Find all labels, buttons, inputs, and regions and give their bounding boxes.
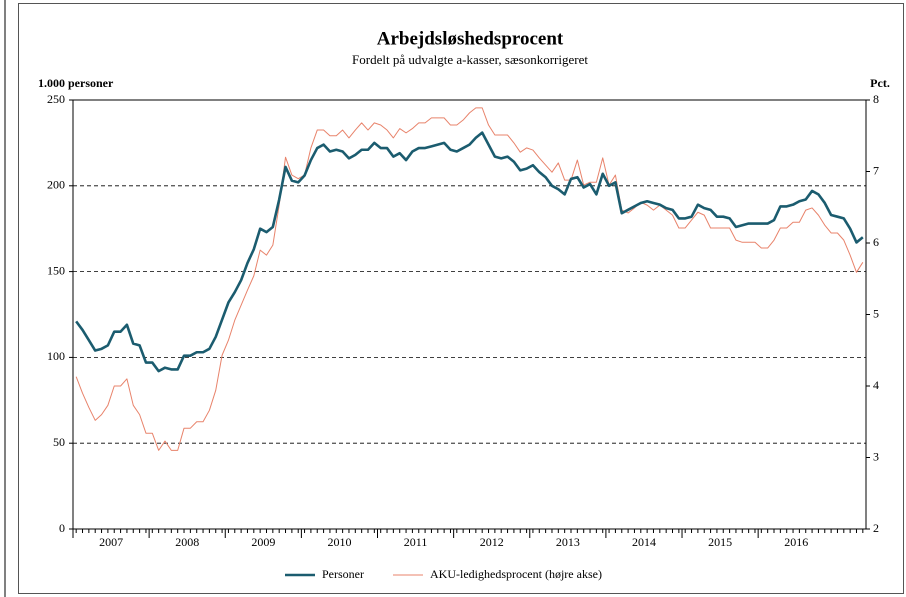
plot-frame [72, 99, 867, 530]
y-tick-label: 200 [47, 178, 65, 192]
x-tick-label: 2007 [99, 535, 123, 549]
x-tick-label: 2014 [632, 535, 656, 549]
x-tick-label: 2009 [251, 535, 275, 549]
series-line [75, 107, 864, 451]
legend-label: Personer [322, 567, 364, 581]
y2-tick-label: 7 [873, 163, 879, 177]
y2-tick-label: 3 [873, 449, 879, 463]
y-tick-label: 0 [59, 521, 65, 535]
y-tick-label: 100 [47, 349, 65, 363]
chart-subtitle: Fordelt på udvalgte a-kasser, sæsonkorri… [352, 52, 588, 67]
x-tick-label: 2010 [327, 535, 351, 549]
chart-title: Arbejdsløshedsprocent [377, 28, 564, 49]
x-tick-label: 2012 [480, 535, 504, 549]
y-tick-label: 250 [47, 92, 65, 106]
x-tick-label: 2013 [556, 535, 580, 549]
y-axis-label: 1.000 personer [38, 76, 114, 90]
y2-tick-label: 8 [873, 92, 879, 106]
x-tick-label: 2011 [404, 535, 428, 549]
chart-frame [18, 3, 904, 594]
y-tick-label: 150 [47, 263, 65, 277]
y2-axis-label: Pct. [870, 76, 890, 90]
y2-tick-label: 6 [873, 235, 879, 249]
x-tick-label: 2008 [175, 535, 199, 549]
x-tick-label: 2016 [784, 535, 808, 549]
x-tick-label: 2015 [708, 535, 732, 549]
y2-tick-label: 5 [873, 306, 879, 320]
y2-tick-label: 2 [873, 521, 879, 535]
y2-tick-label: 4 [873, 378, 879, 392]
series-line [75, 131, 864, 373]
legend-label: AKU-ledighedsprocent (højre akse) [430, 567, 602, 581]
y-tick-label: 50 [53, 435, 65, 449]
